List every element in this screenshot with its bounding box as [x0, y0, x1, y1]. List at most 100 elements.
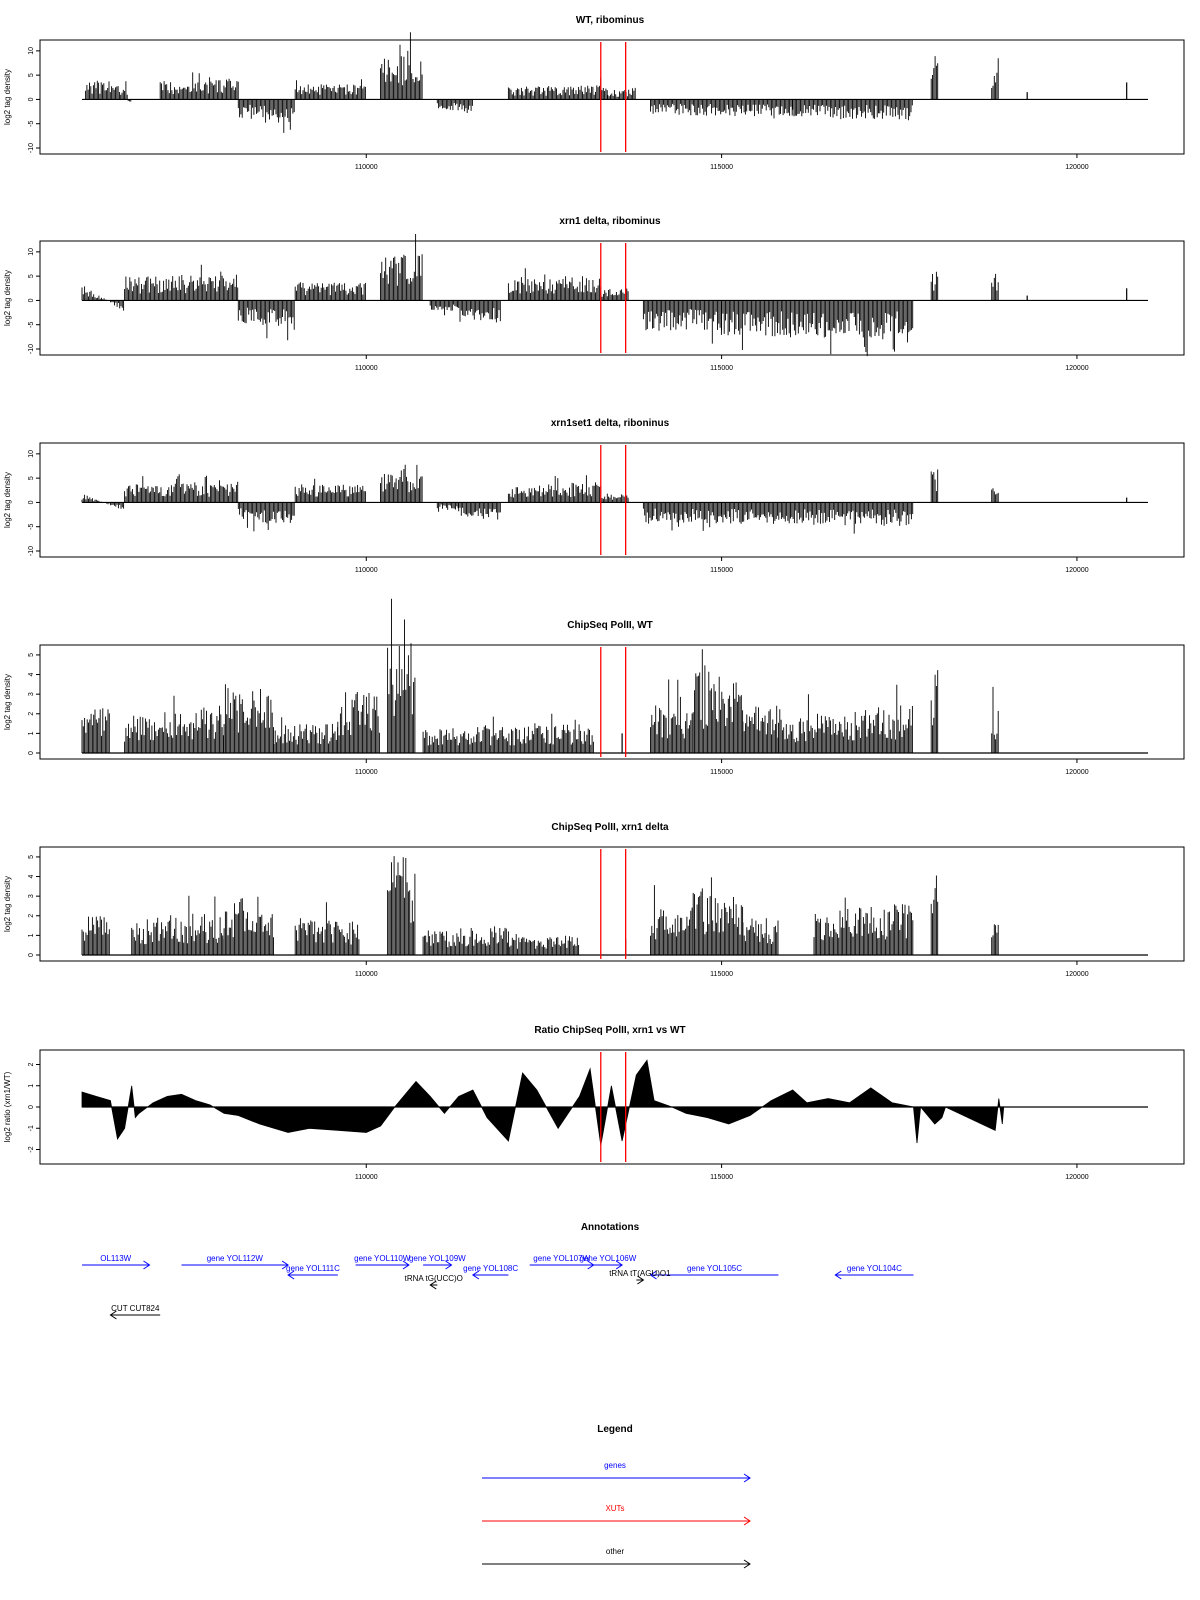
- y-tick-label: 3: [28, 692, 35, 696]
- density-bars: [237, 99, 295, 133]
- annotation-feature: CUT CUT824: [109, 1304, 161, 1320]
- arrow-right-icon: [445, 1260, 453, 1270]
- feature-label: gene YOL106W: [580, 1254, 637, 1263]
- density-bars: [387, 856, 416, 955]
- y-tick-label: 4: [28, 672, 35, 676]
- annotation-feature: tRNA tG(UCC)O: [405, 1274, 463, 1290]
- feature-label: gene YOL105C: [687, 1264, 742, 1273]
- density-segment: [294, 282, 366, 301]
- y-tick-label: -1: [28, 1125, 35, 1131]
- y-tick-label: -10: [28, 546, 35, 556]
- density-segment: [436, 99, 473, 113]
- density-bars: [721, 300, 914, 357]
- density-bars: [991, 273, 999, 301]
- density-segment: [429, 300, 458, 316]
- density-bars: [991, 488, 999, 503]
- density-segment: [642, 502, 722, 531]
- density-bars: [237, 502, 295, 532]
- feature-label: tRNA tG(UCC)O: [405, 1274, 463, 1283]
- density-bars: [600, 493, 629, 503]
- arrow-right-icon: [615, 1260, 624, 1270]
- x-tick-label: 110000: [355, 1174, 378, 1181]
- y-tick-label: 5: [28, 855, 35, 859]
- density-bars: [721, 502, 914, 534]
- feature-label: gene YOL104C: [847, 1264, 902, 1273]
- density-segment: [930, 875, 939, 955]
- density-bars: [991, 58, 999, 100]
- arrow-right-icon: [743, 1473, 751, 1483]
- density-segment: [380, 32, 423, 100]
- density-segment: [81, 708, 110, 753]
- density-segment: [223, 684, 274, 753]
- density-bars: [337, 692, 380, 753]
- density-bars: [650, 885, 693, 955]
- density-segment: [742, 705, 779, 753]
- density-bars: [642, 300, 722, 344]
- feature-label: OL113W: [100, 1254, 131, 1263]
- density-segment: [792, 99, 913, 121]
- arrow-right-icon: [402, 1260, 410, 1270]
- density-bars: [380, 464, 423, 503]
- y-tick-label: 5: [28, 476, 35, 480]
- density-segment: [124, 474, 239, 503]
- density-segment: [813, 897, 914, 955]
- x-tick-label: 110000: [355, 365, 378, 372]
- density-segment: [273, 717, 339, 753]
- feature-label: gene YOL112W: [207, 1254, 264, 1263]
- density-segment: [991, 924, 999, 955]
- feature-label: gene YOL108C: [463, 1264, 518, 1273]
- density-bars: [600, 288, 629, 301]
- density-segment: [81, 494, 125, 509]
- density-segment: [930, 469, 939, 503]
- density-segment: [507, 931, 580, 955]
- density-segment: [721, 502, 914, 534]
- legend-label: genes: [604, 1461, 626, 1470]
- chart-title: ChipSeq PolII, xrn1 delta: [551, 822, 669, 833]
- density-segment: [600, 493, 629, 503]
- density-segment: [85, 80, 128, 100]
- x-tick-label: 115000: [710, 1174, 733, 1181]
- x-tick-label: 110000: [355, 164, 378, 171]
- y-tick-label: 5: [28, 73, 35, 77]
- feature-label: gene YOL110W: [354, 1254, 411, 1263]
- density-segment: [692, 877, 744, 955]
- annotation-feature: gene YOL106W: [580, 1254, 637, 1270]
- density-bars: [124, 695, 224, 753]
- density-bars: [436, 99, 473, 113]
- density-segment: [650, 885, 693, 955]
- density-bars: [223, 684, 274, 753]
- y-axis-label: log2 tag density: [3, 674, 12, 730]
- y-tick-label: 0: [28, 953, 35, 957]
- density-bars: [237, 300, 295, 341]
- density-segment: [930, 56, 939, 100]
- annotation-feature: gene YOL111C: [286, 1264, 340, 1280]
- plot-frame: [39, 39, 1185, 155]
- density-segment: [600, 288, 629, 301]
- y-tick-label: 2: [28, 914, 35, 918]
- annotations-title: Annotations: [581, 1222, 640, 1233]
- arrow-left-icon: [109, 1310, 117, 1320]
- density-bars: [124, 264, 239, 301]
- x-tick-label: 120000: [1065, 971, 1088, 978]
- y-tick-label: 1: [28, 731, 35, 735]
- annotation-feature: gene YOL108C: [463, 1264, 518, 1280]
- legend-label: other: [606, 1547, 625, 1556]
- legend: Legend genes XUTs other: [482, 1424, 751, 1569]
- density-bars: [124, 474, 239, 503]
- density-bars: [294, 79, 366, 100]
- density-bars: [507, 931, 580, 955]
- legend-item: genes: [482, 1461, 751, 1483]
- density-segment: [422, 713, 594, 753]
- annotation-feature: gene YOL112W: [181, 1254, 289, 1270]
- feature-label: CUT CUT824: [111, 1304, 160, 1313]
- density-bars: [607, 87, 636, 100]
- density-bars: [436, 502, 459, 512]
- y-tick-label: 1: [28, 1084, 35, 1088]
- density-bars: [81, 708, 110, 753]
- density-segment: [721, 300, 914, 357]
- chart-panel-4: ChipSeq PolII, WT log2 tag density 0 1 2 3 4 5 1…: [3, 598, 1185, 776]
- y-tick-label: 0: [28, 500, 35, 504]
- arrow-right-icon: [743, 1559, 751, 1569]
- x-tick-label: 120000: [1065, 365, 1088, 372]
- y-tick-label: 4: [28, 874, 35, 878]
